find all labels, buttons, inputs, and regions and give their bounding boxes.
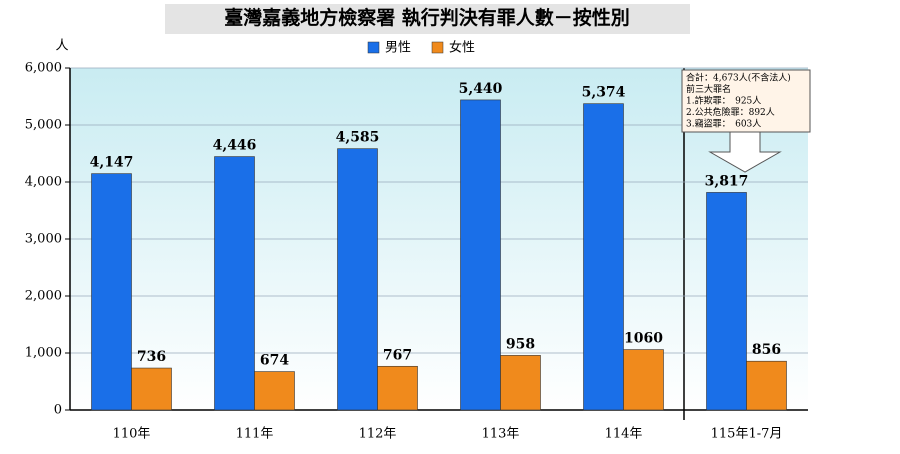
bar xyxy=(706,192,747,411)
y-tick-label: 0 xyxy=(54,403,62,418)
y-tick-label: 3,000 xyxy=(25,232,62,247)
chart-title: 臺灣嘉義地方檢察署 執行判決有罪人數－按性別 xyxy=(224,6,630,29)
x-tick-label: 113年 xyxy=(482,427,520,442)
legend-swatch xyxy=(431,41,444,54)
data-label: 856 xyxy=(752,342,781,358)
x-tick-label: 115年1-7月 xyxy=(711,427,783,442)
data-label: 4,446 xyxy=(213,138,257,154)
legend-label: 男性 xyxy=(385,41,411,56)
bar xyxy=(500,355,541,411)
data-label: 1060 xyxy=(624,331,663,347)
data-label: 4,585 xyxy=(336,130,380,146)
annotation-box xyxy=(681,69,811,133)
x-tick-label: 110年 xyxy=(113,427,151,442)
callout-arrow xyxy=(708,129,782,173)
y-tick-label: 5,000 xyxy=(25,118,62,133)
bar xyxy=(460,99,501,411)
legend-label: 女性 xyxy=(449,40,475,56)
x-tick-label: 112年 xyxy=(359,427,397,442)
y-tick-label: 1,000 xyxy=(25,346,62,361)
data-label: 5,440 xyxy=(459,81,503,97)
bar xyxy=(377,365,418,411)
bar xyxy=(214,156,255,411)
data-label: 767 xyxy=(383,347,412,363)
bar xyxy=(623,349,664,411)
legend-swatch xyxy=(367,41,380,54)
annotation-line: 2.公共危險罪：892人 xyxy=(686,106,775,118)
data-label: 958 xyxy=(506,336,535,352)
annotation-line: 前三大罪名 xyxy=(686,83,731,95)
data-label: 674 xyxy=(260,353,289,369)
x-tick-label: 114年 xyxy=(605,427,643,442)
bar xyxy=(254,371,295,411)
y-tick-label: 2,000 xyxy=(25,289,62,304)
x-tick-label: 111年 xyxy=(236,427,274,442)
annotation-line: 1.詐欺罪： 925人 xyxy=(686,95,761,107)
y-tick-label: 4,000 xyxy=(25,175,62,190)
bar xyxy=(583,103,624,411)
bar xyxy=(337,148,378,411)
bar xyxy=(746,360,787,411)
data-label: 5,374 xyxy=(582,85,626,101)
annotation-line: 合計：4,673人(不含法人) xyxy=(686,72,791,84)
data-label: 736 xyxy=(137,349,166,365)
data-label: 4,147 xyxy=(90,155,134,171)
data-label: 3,817 xyxy=(705,173,749,189)
bar xyxy=(91,173,132,411)
y-tick-label: 6,000 xyxy=(25,61,62,76)
title-bg xyxy=(165,4,690,34)
annotation-line: 3.竊盜罪： 603人 xyxy=(686,118,761,130)
y-axis-label: 人 xyxy=(55,39,68,54)
bar xyxy=(131,367,172,411)
